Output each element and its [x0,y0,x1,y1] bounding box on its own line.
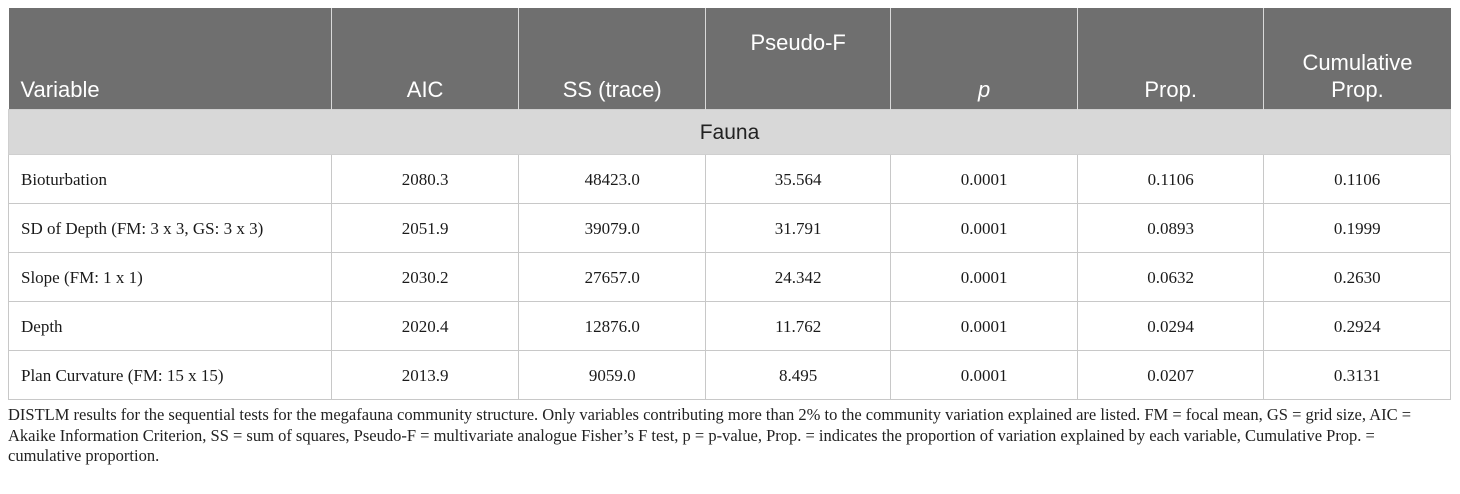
cell-ss: 12876.0 [518,301,706,351]
cell-cumulative-prop: 0.1106 [1263,154,1451,204]
cell-prop: 0.0893 [1076,203,1265,253]
cell-ss: 9059.0 [518,350,706,400]
cell-aic: 2013.9 [330,350,520,400]
header-pseudo-f: Pseudo-F [704,8,892,110]
cell-prop: 0.1106 [1076,154,1265,204]
header-cumulative-prop: Cumulative Prop. [1263,8,1451,110]
cell-pseudo-f: 35.564 [704,154,892,204]
cell-aic: 2020.4 [330,301,520,351]
cell-ss: 39079.0 [518,203,706,253]
cell-p: 0.0001 [890,154,1078,204]
table-row: SD of Depth (FM: 3 x 3, GS: 3 x 3) 2051.… [8,203,1451,253]
header-aic: AIC [330,8,520,110]
header-p-label: p [978,77,991,102]
header-p: p [890,8,1078,110]
cell-cumulative-prop: 0.2924 [1263,301,1451,351]
cell-pseudo-f: 31.791 [704,203,892,253]
table-row: Plan Curvature (FM: 15 x 15) 2013.9 9059… [8,350,1451,400]
cell-pseudo-f: 8.495 [704,350,892,400]
cell-variable: Plan Curvature (FM: 15 x 15) [8,350,332,400]
cell-pseudo-f: 24.342 [704,252,892,302]
table-row: Bioturbation 2080.3 48423.0 35.564 0.000… [8,154,1451,204]
cell-variable: Bioturbation [8,154,332,204]
table-caption: DISTLM results for the sequential tests … [8,405,1412,465]
cell-cumulative-prop: 0.2630 [1263,252,1451,302]
section-label-fauna: Fauna [8,109,1451,155]
cell-cumulative-prop: 0.3131 [1263,350,1451,400]
cell-prop: 0.0632 [1076,252,1265,302]
cell-ss: 48423.0 [518,154,706,204]
results-table-container: Variable AIC SS (trace) Pseudo-F p Prop.… [8,8,1451,467]
table-header-row: Variable AIC SS (trace) Pseudo-F p Prop.… [8,8,1451,110]
cell-pseudo-f: 11.762 [704,301,892,351]
section-row: Fauna [8,109,1451,155]
cell-cumulative-prop: 0.1999 [1263,203,1451,253]
cell-aic: 2080.3 [330,154,520,204]
header-prop: Prop. [1076,8,1265,110]
table-row: Slope (FM: 1 x 1) 2030.2 27657.0 24.342 … [8,252,1451,302]
cell-p: 0.0001 [890,252,1078,302]
cell-p: 0.0001 [890,203,1078,253]
cell-variable: SD of Depth (FM: 3 x 3, GS: 3 x 3) [8,203,332,253]
cell-aic: 2051.9 [330,203,520,253]
cell-prop: 0.0294 [1076,301,1265,351]
cell-aic: 2030.2 [330,252,520,302]
cell-p: 0.0001 [890,350,1078,400]
header-variable: Variable [8,8,332,110]
distlm-results-table: Variable AIC SS (trace) Pseudo-F p Prop.… [8,8,1451,400]
cell-variable: Slope (FM: 1 x 1) [8,252,332,302]
cell-p: 0.0001 [890,301,1078,351]
cell-variable: Depth [8,301,332,351]
cell-ss: 27657.0 [518,252,706,302]
table-row: Depth 2020.4 12876.0 11.762 0.0001 0.029… [8,301,1451,351]
header-ss-trace: SS (trace) [518,8,706,110]
cell-prop: 0.0207 [1076,350,1265,400]
